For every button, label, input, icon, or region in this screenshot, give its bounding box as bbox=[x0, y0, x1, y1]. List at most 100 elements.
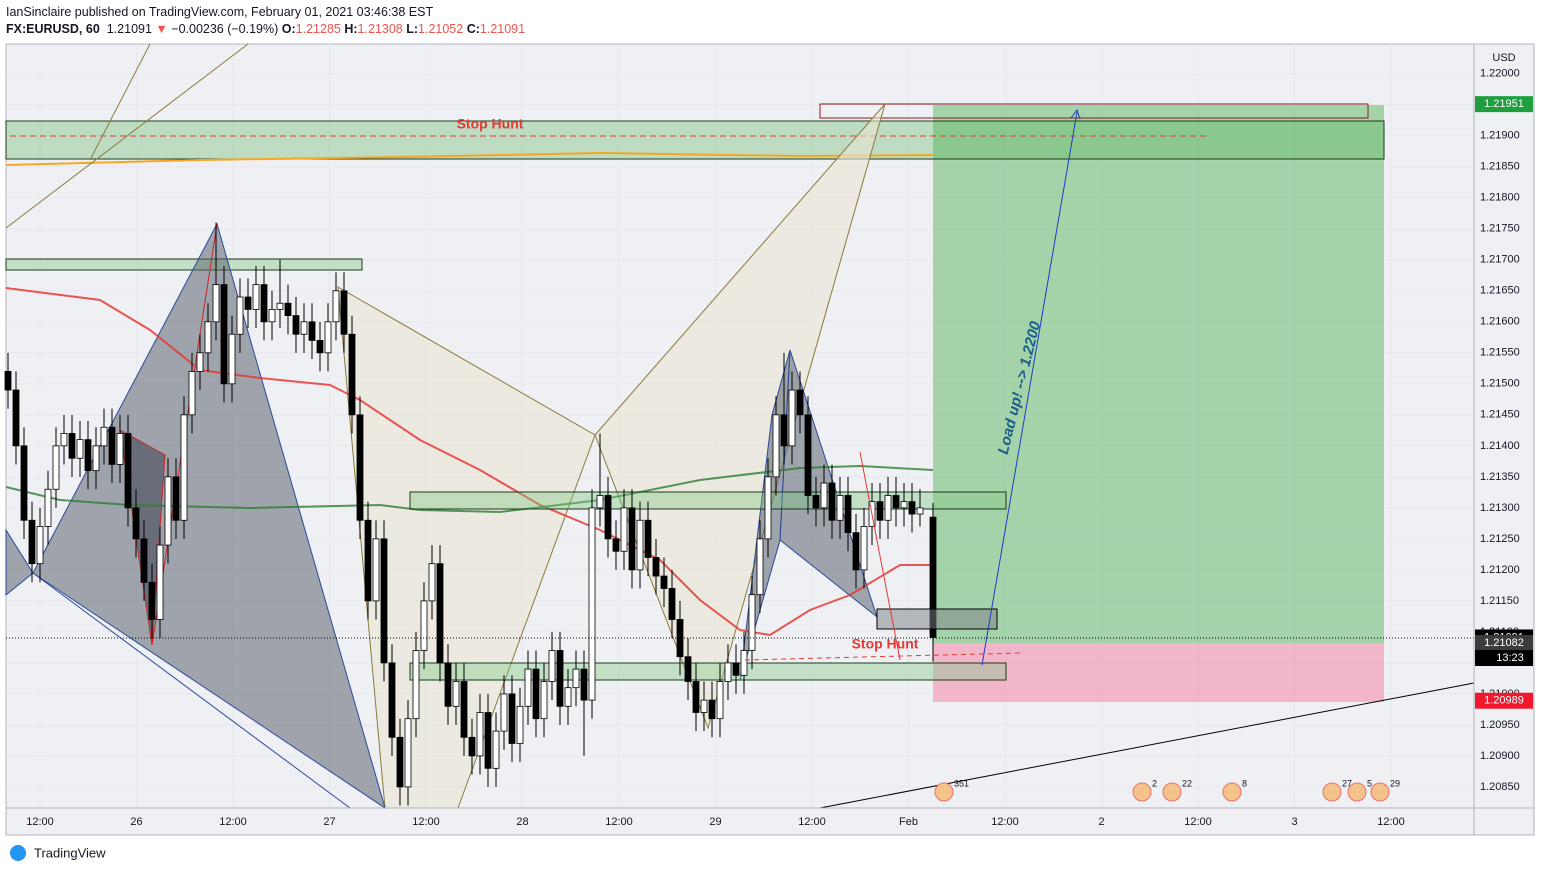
annotation: Stop Hunt bbox=[852, 636, 919, 652]
candle-body bbox=[908, 501, 916, 515]
pattern bbox=[739, 349, 791, 681]
candle-body bbox=[52, 445, 60, 490]
candle-body bbox=[460, 681, 468, 738]
candle-body bbox=[612, 538, 620, 552]
pattern bbox=[594, 103, 886, 730]
brand: TradingView bbox=[34, 845, 106, 860]
candle-body bbox=[468, 736, 476, 757]
candle-body bbox=[228, 333, 236, 385]
pattern bbox=[119, 429, 166, 646]
logo bbox=[10, 845, 26, 861]
candle-body bbox=[556, 650, 564, 707]
y-tick-label: 1.21050 bbox=[1480, 657, 1520, 669]
pattern bbox=[337, 286, 596, 809]
candle-body bbox=[12, 389, 20, 447]
candle-body bbox=[236, 296, 244, 335]
price-label-bg bbox=[1475, 629, 1533, 646]
candle-body bbox=[316, 340, 324, 354]
candle-body bbox=[524, 668, 532, 707]
event-count: 351 bbox=[954, 778, 969, 788]
candle-body bbox=[604, 495, 612, 540]
event-icon bbox=[1347, 782, 1367, 802]
arrow: ▼ bbox=[155, 22, 168, 36]
zone bbox=[876, 608, 998, 630]
candle-body bbox=[268, 309, 276, 323]
candle-body bbox=[740, 650, 748, 676]
candle-body bbox=[700, 699, 708, 713]
event-icon bbox=[934, 782, 954, 802]
pattern bbox=[32, 222, 386, 810]
candle-body bbox=[164, 476, 172, 546]
candle-body bbox=[660, 575, 668, 589]
candle-body bbox=[444, 662, 452, 707]
arrow bbox=[981, 111, 1078, 666]
candle-body bbox=[84, 439, 92, 472]
candle-body bbox=[812, 495, 820, 509]
candle-body bbox=[44, 488, 52, 527]
candle-body bbox=[340, 290, 348, 335]
candle-body bbox=[356, 414, 364, 521]
candle-body bbox=[220, 284, 228, 385]
l-label: L: bbox=[406, 22, 419, 36]
change: −0.00236 (−0.19%) bbox=[171, 22, 279, 36]
candle-body bbox=[180, 414, 188, 521]
plot-bg bbox=[5, 43, 1535, 836]
candle-body bbox=[772, 414, 780, 478]
candle-body bbox=[60, 433, 68, 447]
candle-body bbox=[76, 439, 84, 459]
candle-body bbox=[500, 693, 508, 732]
candle-body bbox=[404, 718, 412, 788]
candle-body bbox=[92, 445, 100, 472]
candle-body bbox=[332, 290, 340, 323]
candle-body bbox=[900, 501, 908, 509]
candle-body bbox=[476, 712, 484, 757]
zone bbox=[819, 103, 1369, 119]
candle-body bbox=[116, 433, 124, 465]
candle-body bbox=[300, 321, 308, 335]
y-tick-label: 1.21500 bbox=[1480, 378, 1520, 390]
candle-body bbox=[260, 284, 268, 323]
x-tick-label: 12:00 bbox=[219, 816, 247, 828]
candle-body bbox=[916, 507, 924, 515]
o-label: O: bbox=[281, 22, 296, 36]
y-tick-label: 1.21450 bbox=[1480, 409, 1520, 421]
candle-body bbox=[788, 389, 796, 447]
x-tick-label: 2 bbox=[1098, 816, 1104, 828]
y-tick-label: 1.20850 bbox=[1480, 781, 1520, 793]
x-tick-label: Feb bbox=[899, 816, 918, 828]
candle-body bbox=[212, 284, 220, 323]
pattern bbox=[5, 528, 34, 597]
candle-body bbox=[20, 445, 28, 521]
candle-body bbox=[4, 371, 12, 391]
y-tick-label: 1.20900 bbox=[1480, 750, 1520, 762]
candle-body bbox=[676, 619, 684, 658]
candle-body bbox=[828, 482, 836, 521]
pattern-line bbox=[89, 43, 151, 161]
zone bbox=[409, 662, 1007, 681]
candle-body bbox=[652, 557, 660, 577]
candle-body bbox=[396, 736, 404, 788]
h-label: H: bbox=[344, 22, 358, 36]
trendline bbox=[819, 682, 1475, 809]
ma-orange bbox=[5, 151, 934, 166]
candle-body bbox=[364, 519, 372, 602]
candle-body bbox=[572, 668, 580, 689]
candle-body bbox=[580, 668, 588, 701]
y-tick-label: 1.21250 bbox=[1480, 533, 1520, 545]
candle-body bbox=[516, 705, 524, 744]
candle-body bbox=[756, 538, 764, 596]
y-tick-label: 1.20950 bbox=[1480, 719, 1520, 731]
x-tick-label: 26 bbox=[130, 816, 142, 828]
countdown-bg bbox=[1475, 650, 1533, 666]
x-tick-label: 29 bbox=[709, 816, 721, 828]
y-tick-label: 1.21100 bbox=[1480, 626, 1519, 638]
x-tick-label: 28 bbox=[516, 816, 528, 828]
candle-body bbox=[596, 495, 604, 509]
ma-red bbox=[5, 287, 930, 637]
candle-body bbox=[780, 414, 788, 447]
x-tick-label: 12:00 bbox=[412, 816, 440, 828]
price-label-bg bbox=[1475, 635, 1533, 652]
candle-body bbox=[836, 495, 844, 521]
x-tick-label: 12:00 bbox=[605, 816, 633, 828]
